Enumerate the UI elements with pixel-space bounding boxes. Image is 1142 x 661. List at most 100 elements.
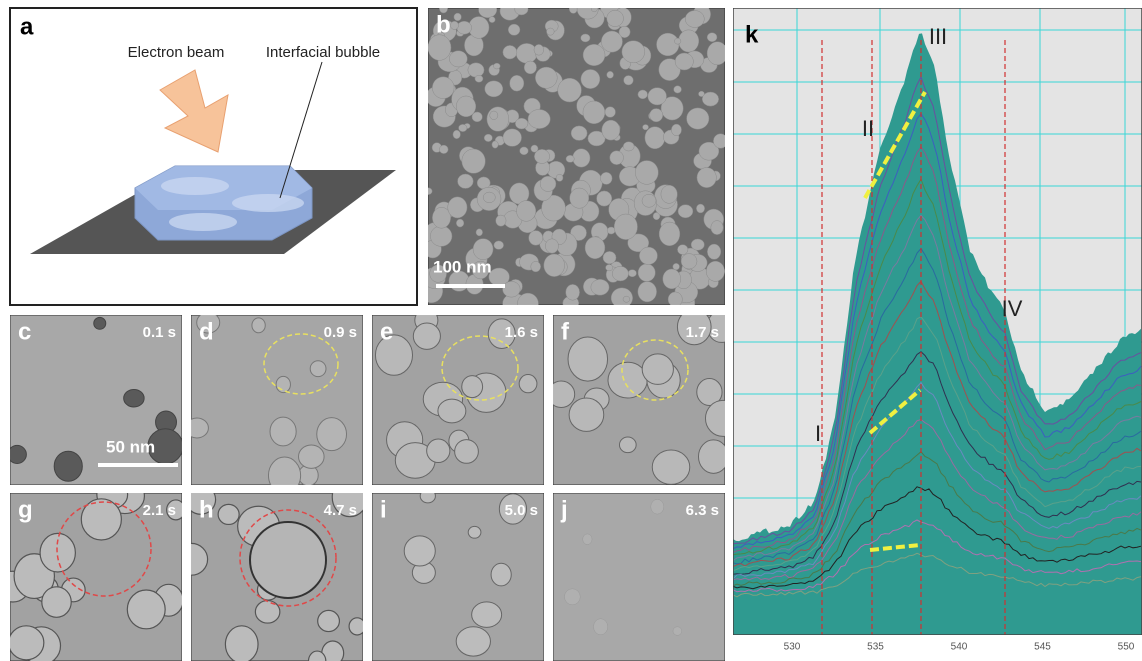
- particle: [515, 118, 528, 129]
- particle: [458, 174, 474, 188]
- particle: [310, 361, 326, 377]
- particle: [485, 81, 503, 97]
- panel-label: h: [199, 496, 214, 523]
- particle: [603, 251, 616, 264]
- particle: [650, 108, 663, 121]
- bubble-label: Interfacial bubble: [266, 44, 380, 61]
- peak-label: II: [862, 116, 874, 141]
- particle: [529, 231, 543, 246]
- particle: [671, 124, 681, 136]
- x-tick-label: 530: [784, 642, 801, 653]
- spectrum-plot: k: [733, 8, 1142, 635]
- particle: [127, 590, 165, 629]
- particle: [624, 75, 634, 85]
- panel-d: d0.9 s: [185, 312, 363, 494]
- particle: [430, 226, 452, 246]
- particle: [317, 418, 347, 451]
- x-tick-label: 550: [1118, 642, 1135, 653]
- particle: [597, 191, 612, 206]
- particle: [225, 626, 258, 661]
- particle: [628, 270, 636, 277]
- particle: [713, 134, 727, 149]
- particle: [255, 601, 279, 623]
- particle: [583, 101, 605, 124]
- particle: [218, 504, 239, 524]
- particle: [607, 71, 614, 78]
- peak-label: I: [815, 421, 821, 446]
- peak-label: III: [929, 24, 947, 49]
- particle: [651, 499, 664, 514]
- particle: [472, 112, 482, 122]
- particle: [489, 17, 495, 23]
- particle: [503, 129, 522, 147]
- panel-k: kIIIIIIIV530535540545550: [733, 8, 1142, 653]
- particle: [591, 279, 609, 295]
- particle: [678, 205, 693, 218]
- particle: [432, 77, 454, 99]
- particle: [459, 124, 467, 131]
- particle: [517, 293, 538, 314]
- particle: [476, 229, 483, 236]
- particle: [558, 78, 582, 102]
- particle: [515, 4, 528, 15]
- particle: [524, 61, 536, 74]
- particle: [299, 445, 325, 468]
- particle: [707, 42, 728, 65]
- particle: [707, 244, 721, 259]
- particle: [569, 398, 604, 431]
- particle: [439, 145, 448, 153]
- particle: [349, 618, 365, 635]
- particle: [711, 221, 723, 235]
- figure: a Electron beam Interfacial bubble b100 …: [0, 0, 1142, 661]
- particle: [638, 264, 655, 282]
- particle: [453, 130, 461, 139]
- particle: [268, 457, 300, 494]
- particle: [548, 381, 575, 408]
- particle: [531, 261, 541, 272]
- panel-b: b100 nm: [420, 0, 728, 315]
- particle: [619, 437, 636, 453]
- time-label: 6.3 s: [686, 502, 719, 519]
- particle: [510, 75, 524, 91]
- particle: [674, 86, 682, 93]
- particle: [569, 4, 577, 13]
- particle: [614, 214, 637, 240]
- panel-label: c: [18, 318, 31, 345]
- particle: [674, 38, 681, 44]
- scale-label: 100 nm: [433, 257, 492, 276]
- particle: [185, 418, 208, 438]
- particle: [600, 172, 612, 184]
- particle: [581, 69, 600, 88]
- x-tick-label: 535: [867, 642, 884, 653]
- panel-g: g2.1 s: [0, 479, 185, 661]
- particle: [456, 627, 490, 656]
- particle: [591, 5, 597, 11]
- particle: [656, 33, 679, 56]
- particle: [413, 323, 440, 349]
- particle: [531, 145, 538, 152]
- particle: [583, 44, 605, 65]
- particle: [607, 10, 624, 26]
- particle: [545, 239, 558, 253]
- particle: [252, 318, 265, 333]
- particle: [454, 13, 461, 21]
- particle: [455, 440, 479, 464]
- particle: [493, 63, 500, 69]
- particle: [623, 296, 630, 302]
- particle: [668, 292, 682, 307]
- particle: [642, 354, 673, 385]
- particle: [496, 215, 506, 226]
- particle: [42, 587, 71, 618]
- particle: [438, 399, 466, 423]
- particle: [425, 188, 432, 195]
- particle: [638, 90, 648, 99]
- particle: [456, 96, 476, 117]
- particle: [318, 610, 340, 631]
- particle: [449, 51, 467, 67]
- particle: [645, 127, 665, 149]
- scale-label: 50 nm: [106, 437, 155, 456]
- particle: [697, 168, 716, 188]
- particle: [456, 219, 464, 227]
- bubble: [232, 194, 304, 212]
